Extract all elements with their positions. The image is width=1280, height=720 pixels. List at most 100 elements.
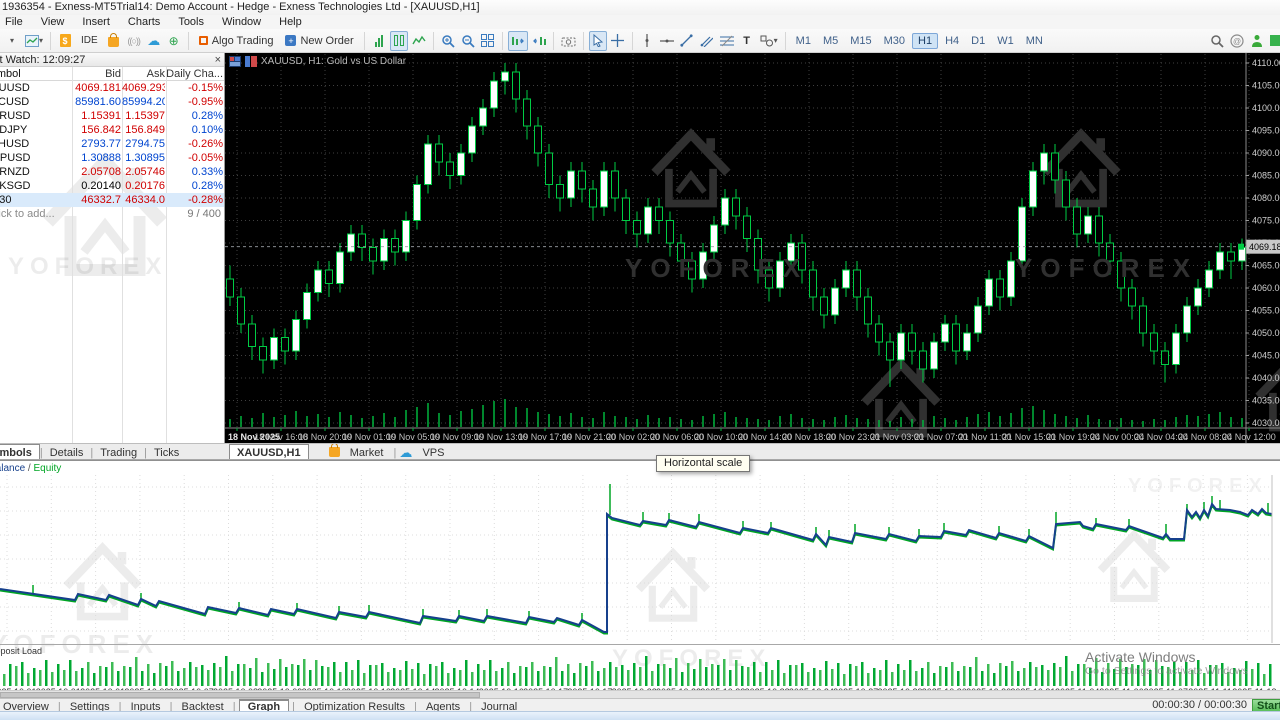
channel-tool-icon[interactable] xyxy=(698,31,716,51)
svg-text:@: @ xyxy=(1233,37,1241,46)
screenshot-camera-icon[interactable] xyxy=(559,31,578,51)
timeframe-m15[interactable]: M15 xyxy=(850,34,872,47)
bar-chart-mode-icon[interactable] xyxy=(370,31,388,51)
vps-cloud-icon[interactable]: ☁ xyxy=(147,32,161,48)
fibonacci-tool-icon[interactable] xyxy=(718,31,736,51)
crosshair-tool-icon[interactable] xyxy=(609,31,627,51)
col-bid[interactable]: Bid xyxy=(105,68,121,80)
tab-trading[interactable]: Trading xyxy=(100,447,138,459)
market-watch-tabs: Symbols|Details|Trading|Ticks xyxy=(0,443,225,460)
candlestick-chart[interactable]: 4110.00 4105.00 4100.00 4095.00 4090.00 4085.… xyxy=(225,53,1280,443)
account-person-icon[interactable] xyxy=(1248,31,1266,51)
tile-windows-icon[interactable] xyxy=(479,31,497,51)
col-ask[interactable]: Ask xyxy=(146,68,165,80)
click-to-add[interactable]: Click to add... xyxy=(0,208,55,220)
market-panel-button[interactable]: Market xyxy=(349,447,384,459)
tester-tab-agents[interactable]: Agents xyxy=(425,701,461,711)
tester-horizontal-scrollbar[interactable] xyxy=(0,690,1280,698)
timeframe-m1[interactable]: M1 xyxy=(795,34,811,47)
help-at-icon[interactable]: @ xyxy=(1228,31,1246,51)
timeframe-m30[interactable]: M30 xyxy=(883,34,906,47)
svg-text:4090.00: 4090.00 xyxy=(1252,148,1280,158)
svg-text:4030.00: 4030.00 xyxy=(1252,418,1280,428)
timeframe-mn[interactable]: MN xyxy=(1025,34,1043,47)
tester-tab-backtest[interactable]: Backtest xyxy=(181,701,224,711)
chart-profile-dropdown-icon[interactable]: ▾ xyxy=(9,36,14,45)
tab-chart-xauusd[interactable]: XAUUSD,H1 xyxy=(229,444,309,459)
balance-equity-graph[interactable] xyxy=(0,475,1280,645)
vps-button[interactable]: VPS xyxy=(422,447,445,459)
zoom-in-icon[interactable] xyxy=(439,31,457,51)
tester-tab-settings[interactable]: Settings xyxy=(69,701,110,711)
vertical-line-tool-icon[interactable] xyxy=(638,31,656,51)
zoom-out-icon[interactable] xyxy=(459,31,477,51)
menu-insert[interactable]: Insert xyxy=(82,16,110,28)
candlestick-mode-icon[interactable] xyxy=(389,30,408,51)
menu-help[interactable]: Help xyxy=(279,16,302,28)
market-bag-icon[interactable] xyxy=(105,31,123,51)
chart-shift-icon[interactable] xyxy=(530,31,548,51)
trendline-tool-icon[interactable] xyxy=(678,31,696,51)
timeframe-h1[interactable]: H1 xyxy=(912,32,939,49)
line-chart-mode-icon[interactable] xyxy=(410,31,428,51)
tester-tab-inputs[interactable]: Inputs xyxy=(130,701,161,711)
watermark-text: YOFOREX xyxy=(8,253,168,280)
svg-text:20 Nov 06:00: 20 Nov 06:00 xyxy=(650,432,704,442)
timeframe-group: M1 M5 M15 M30 H1 H4 D1 W1 MN xyxy=(790,32,1049,49)
one-click-trading-icon[interactable] xyxy=(245,56,257,67)
timeframe-h4[interactable]: H4 xyxy=(945,34,960,47)
menu-view[interactable]: View xyxy=(40,16,65,28)
deposit-load-histogram[interactable] xyxy=(0,647,1280,687)
menu-bar: File View Insert Charts Tools Window Help xyxy=(0,15,1280,29)
community-globe-icon[interactable]: ⊕ xyxy=(168,33,179,48)
start-button[interactable]: Start xyxy=(1252,699,1280,711)
price-chart[interactable]: 4110.00 4105.00 4100.00 4095.00 4090.00 4085.… xyxy=(225,53,1280,443)
menu-file[interactable]: File xyxy=(5,16,23,28)
scrollbar-thumb[interactable] xyxy=(0,692,480,698)
market-watch-title: Market Watch: 12:09:27 xyxy=(0,54,86,66)
tester-tab-overview[interactable]: Overview xyxy=(3,701,49,711)
tester-tab-optimization-results[interactable]: Optimization Results xyxy=(304,701,405,711)
tester-tab-bar: Overview | Settings | Inputs | Backtest … xyxy=(0,698,1280,711)
tab-ticks[interactable]: Ticks xyxy=(153,447,180,459)
chart-window-icon[interactable]: ▾ xyxy=(23,31,45,51)
signals-icon[interactable]: ((○)) xyxy=(127,35,140,46)
menu-tools[interactable]: Tools xyxy=(178,16,204,28)
text-tool-icon[interactable]: T xyxy=(743,34,750,47)
tab-details[interactable]: Details xyxy=(49,447,84,459)
cursor-tool-icon[interactable] xyxy=(588,30,607,51)
deposit-icon[interactable]: $ xyxy=(56,31,74,51)
depth-of-market-icon[interactable] xyxy=(229,56,241,67)
auto-scroll-icon[interactable] xyxy=(507,30,528,51)
menu-charts[interactable]: Charts xyxy=(127,16,161,28)
algo-trading-button[interactable]: Algo Trading xyxy=(194,31,279,51)
new-order-button[interactable]: + New Order xyxy=(280,31,358,51)
shapes-tool-icon[interactable]: ▾ xyxy=(758,31,780,51)
col-symbol[interactable]: Symbol xyxy=(0,68,21,80)
chart-title-row: XAUUSD, H1: Gold vs US Dollar xyxy=(229,56,406,67)
tester-tab-journal[interactable]: Journal xyxy=(481,701,518,711)
col-daily-change[interactable]: Daily Cha... xyxy=(166,68,223,80)
svg-text:18 Nov 16:00: 18 Nov 16:00 xyxy=(254,432,308,442)
close-icon[interactable]: × xyxy=(214,54,221,66)
timeframe-m5[interactable]: M5 xyxy=(822,34,839,47)
ide-button[interactable]: IDE xyxy=(81,35,98,46)
horizontal-line-tool-icon[interactable] xyxy=(658,31,676,51)
timeframe-d1[interactable]: D1 xyxy=(971,34,986,47)
search-icon[interactable] xyxy=(1208,31,1226,51)
tester-tab-graph[interactable]: Graph xyxy=(238,699,290,711)
menu-window[interactable]: Window xyxy=(222,16,262,28)
timeframe-w1[interactable]: W1 xyxy=(997,34,1014,47)
tab-symbols[interactable]: Symbols xyxy=(0,444,40,459)
market-watch-add-row[interactable]: Click to add... 9 / 400 xyxy=(0,207,224,221)
